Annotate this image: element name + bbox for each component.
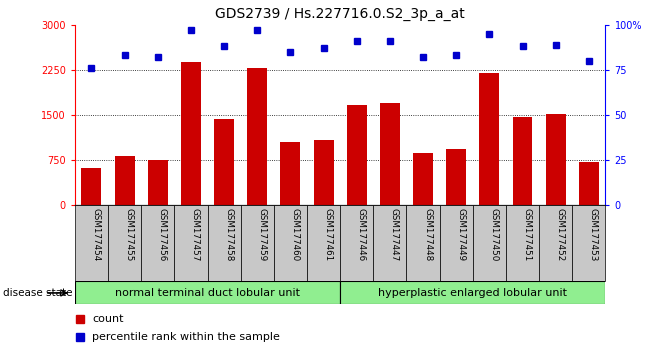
Text: GSM177456: GSM177456 [158,207,167,261]
Bar [141,205,174,281]
Text: count: count [92,314,124,324]
Text: GSM177451: GSM177451 [523,207,531,261]
Text: normal terminal duct lobular unit: normal terminal duct lobular unit [115,288,300,298]
Bar [539,205,572,281]
Bar [546,114,566,205]
Bar [413,153,433,205]
Bar [75,281,340,304]
Text: GSM177447: GSM177447 [390,207,399,261]
Bar [473,205,506,281]
Bar [247,68,267,205]
Text: GSM177460: GSM177460 [290,207,299,261]
Text: GSM177450: GSM177450 [490,207,499,261]
Bar [380,103,400,205]
Text: GSM177454: GSM177454 [91,207,100,261]
Text: GSM177452: GSM177452 [556,207,564,261]
Bar [115,156,135,205]
Bar [340,205,373,281]
Bar [572,205,605,281]
Text: GSM177453: GSM177453 [589,207,598,261]
Text: GSM177455: GSM177455 [124,207,133,261]
Text: percentile rank within the sample: percentile rank within the sample [92,332,280,342]
Text: GSM177446: GSM177446 [357,207,366,261]
Text: GSM177457: GSM177457 [191,207,200,261]
Bar [479,73,499,205]
Bar [373,205,406,281]
Bar [314,140,333,205]
Text: GSM177458: GSM177458 [224,207,233,261]
Bar [281,142,300,205]
Text: disease state: disease state [3,288,73,298]
Bar [148,160,168,205]
Bar [208,205,241,281]
Bar [81,168,102,205]
Bar [340,281,605,304]
Bar [506,205,539,281]
Bar [347,105,367,205]
Text: GSM177448: GSM177448 [423,207,432,261]
Bar [75,205,108,281]
Text: GSM177449: GSM177449 [456,207,465,261]
Bar [214,119,234,205]
Text: GSM177459: GSM177459 [257,207,266,261]
Title: GDS2739 / Hs.227716.0.S2_3p_a_at: GDS2739 / Hs.227716.0.S2_3p_a_at [215,7,465,21]
Bar [181,62,201,205]
Bar [307,205,340,281]
Text: GSM177461: GSM177461 [324,207,333,261]
Bar [447,149,466,205]
Bar [439,205,473,281]
Bar [174,205,208,281]
Text: hyperplastic enlarged lobular unit: hyperplastic enlarged lobular unit [378,288,567,298]
Bar [108,205,141,281]
Bar [274,205,307,281]
Bar [512,118,533,205]
Bar [241,205,274,281]
Bar [579,162,599,205]
Bar [406,205,439,281]
